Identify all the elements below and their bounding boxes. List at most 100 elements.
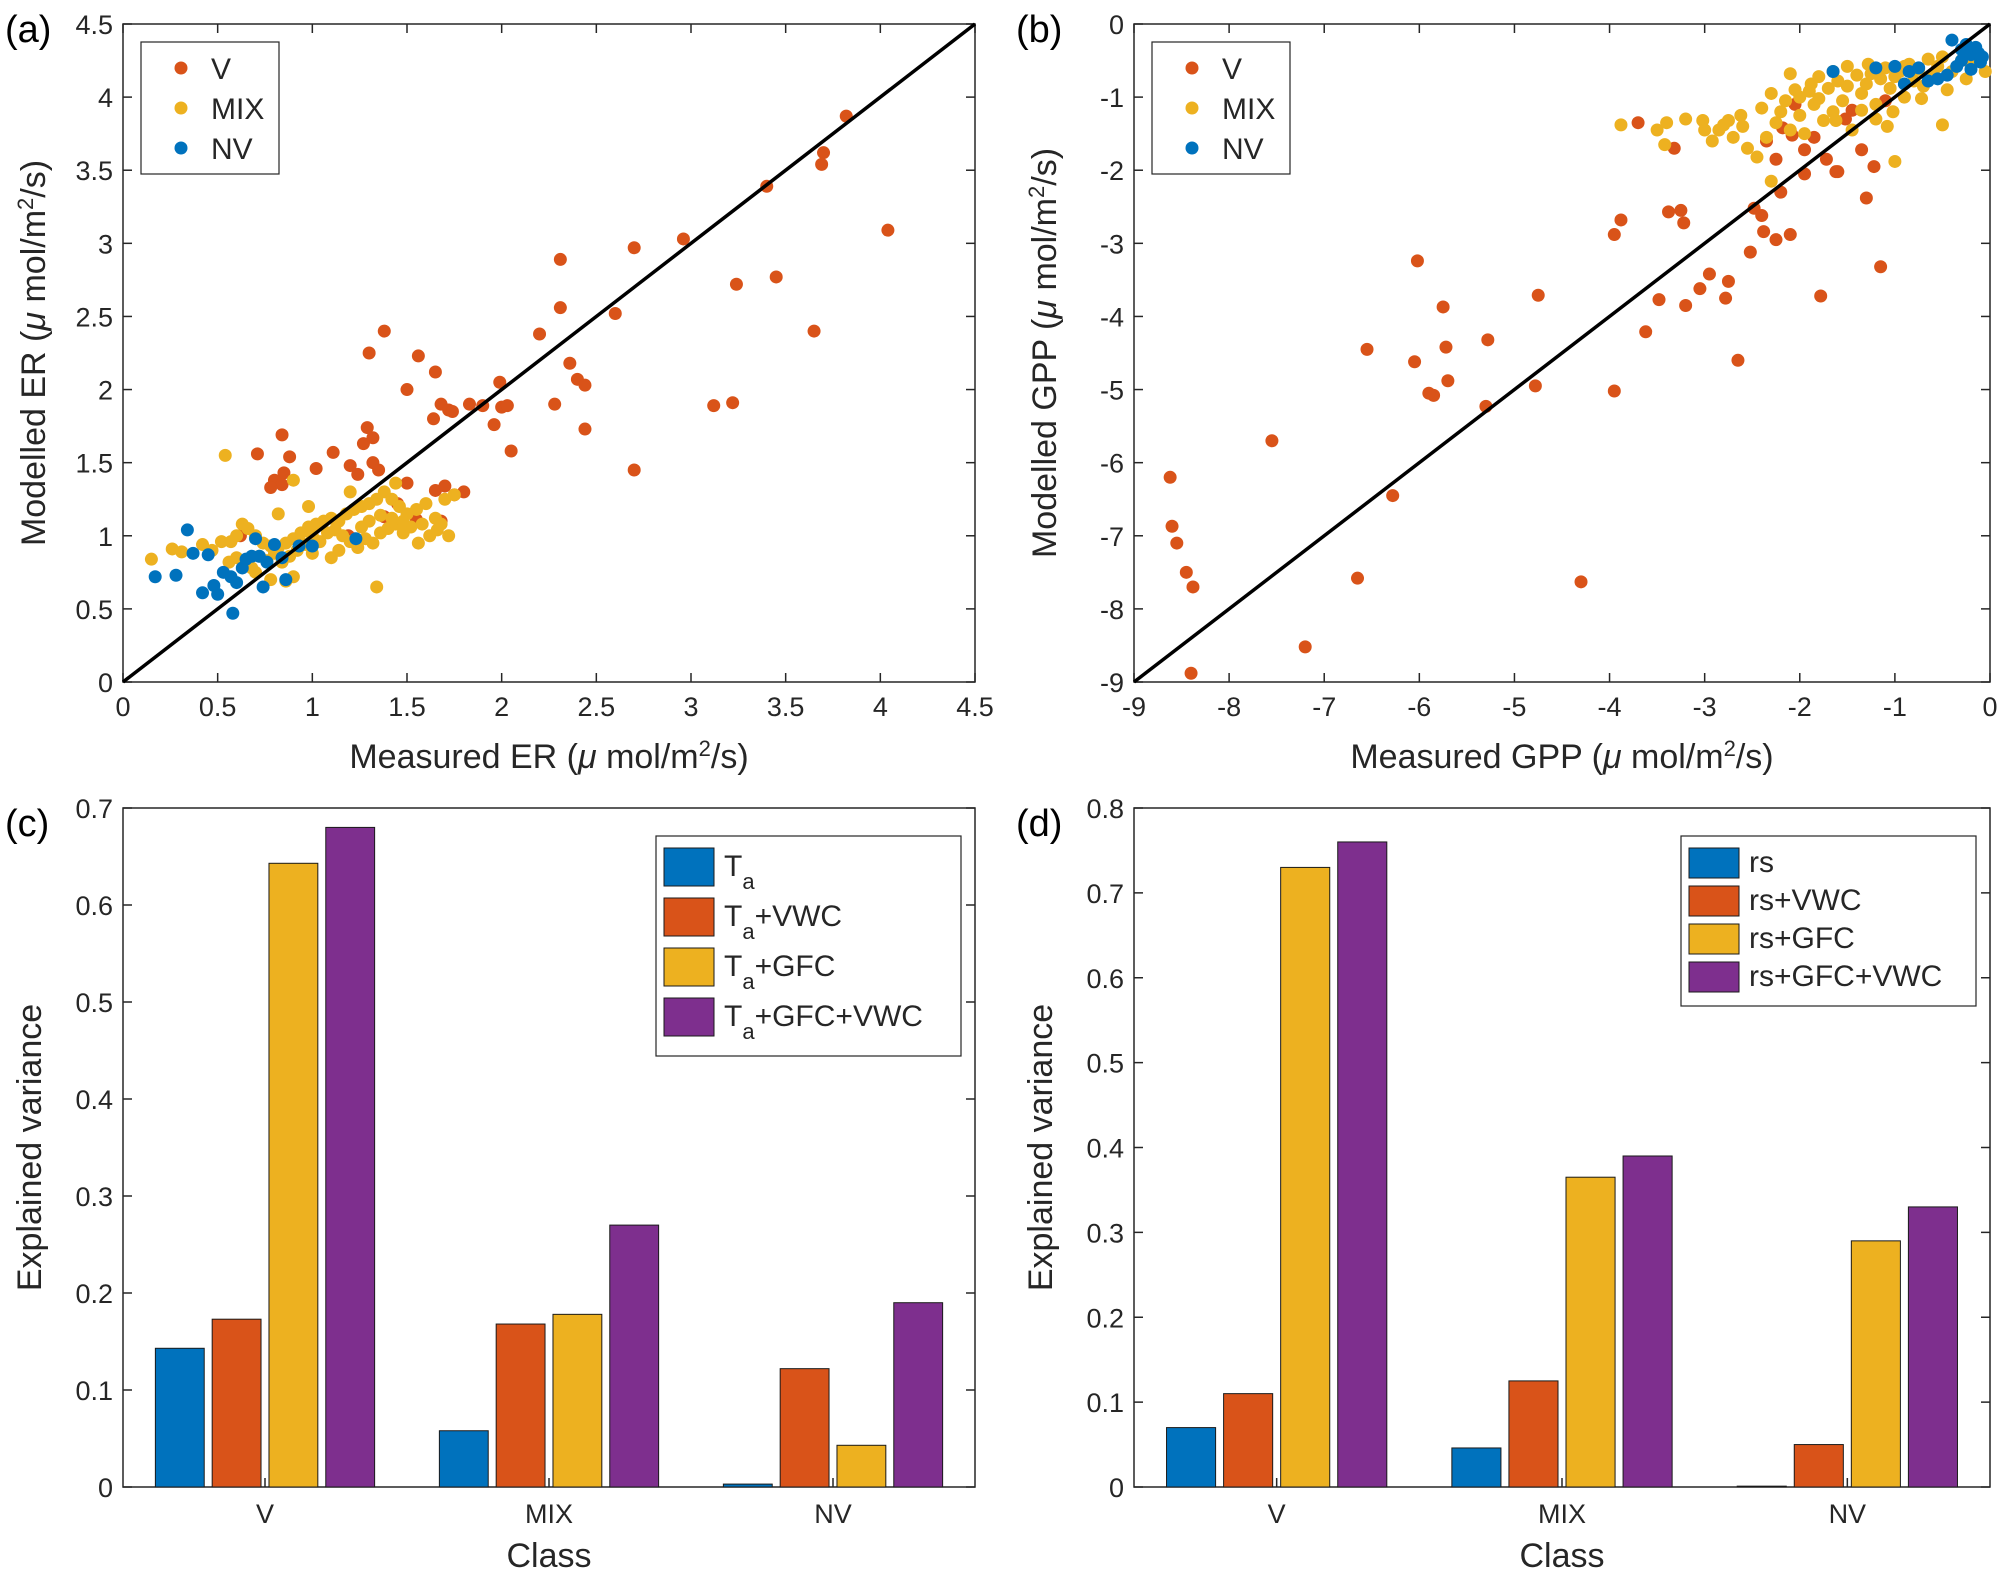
data-point-nv bbox=[226, 606, 240, 620]
legend-label-sub: a bbox=[742, 869, 755, 894]
data-point-mix bbox=[175, 545, 189, 559]
x-tick-label: 2 bbox=[494, 692, 509, 722]
data-point-v bbox=[1574, 575, 1588, 589]
bar-ta-vwc bbox=[779, 1368, 830, 1488]
data-point-mix bbox=[1698, 123, 1712, 137]
x-axis-label-unit: mol/m bbox=[1622, 738, 1724, 776]
data-point-mix bbox=[1829, 114, 1843, 128]
data-point-v bbox=[351, 467, 365, 481]
data-point-v bbox=[438, 479, 452, 493]
legend-label-nv: NV bbox=[1222, 133, 1264, 166]
data-point-v bbox=[1436, 300, 1450, 314]
data-point-v bbox=[1408, 355, 1422, 369]
data-point-v bbox=[817, 146, 831, 160]
y-axis-label-sup: 2 bbox=[13, 198, 38, 210]
legend-label-mix: MIX bbox=[1222, 93, 1275, 126]
bar-rs bbox=[1166, 1427, 1217, 1488]
y-tick-label: 0 bbox=[98, 668, 113, 698]
data-point-v bbox=[366, 431, 380, 445]
y-tick-label: 0 bbox=[98, 1473, 113, 1503]
legend-label: rs bbox=[1749, 846, 1774, 879]
data-point-v bbox=[377, 324, 391, 338]
x-axis-label-unit: mol/m bbox=[597, 738, 699, 776]
data-point-mix bbox=[1759, 130, 1773, 144]
data-point-mix bbox=[355, 520, 369, 534]
data-point-v bbox=[1731, 353, 1745, 367]
data-point-v bbox=[411, 349, 425, 363]
data-point-mix bbox=[1774, 105, 1788, 119]
data-point-v bbox=[627, 463, 641, 477]
x-axis-label-main: Measured GPP ( bbox=[1350, 738, 1603, 776]
data-point-mix bbox=[1793, 90, 1807, 104]
x-tick-label: -4 bbox=[1598, 692, 1622, 722]
legend-swatch bbox=[663, 897, 715, 937]
legend-label: Ta+VWC bbox=[724, 900, 842, 944]
y-tick-label: 3.5 bbox=[75, 156, 113, 186]
data-point-v bbox=[769, 270, 783, 284]
data-point-v bbox=[309, 462, 323, 476]
y-tick-label: 0.2 bbox=[75, 1279, 113, 1309]
bar-ta-gfc bbox=[552, 1313, 603, 1488]
legend-swatch bbox=[663, 847, 715, 887]
data-point-v bbox=[1719, 291, 1733, 305]
data-point-v bbox=[1819, 152, 1833, 166]
x-tick-label: 1.5 bbox=[388, 692, 426, 722]
legend-swatch bbox=[1688, 885, 1740, 917]
bar-ta-vwc bbox=[211, 1318, 262, 1488]
data-point-mix bbox=[1783, 123, 1797, 137]
x-axis-label: Measured ER (μ mol/m2/s) bbox=[349, 736, 748, 777]
data-point-v bbox=[428, 365, 442, 379]
data-point-v bbox=[487, 418, 501, 432]
y-tick-label: 0.8 bbox=[1086, 794, 1124, 824]
data-point-v bbox=[283, 450, 297, 464]
bar-rs-gfc-vwc bbox=[1907, 1206, 1958, 1488]
data-point-nv bbox=[196, 586, 210, 600]
x-tick-label: -7 bbox=[1312, 692, 1336, 722]
y-tick-label: -8 bbox=[1100, 595, 1124, 625]
data-point-mix bbox=[442, 529, 456, 543]
data-point-mix bbox=[1935, 118, 1949, 132]
legend-marker-mix bbox=[174, 101, 188, 115]
data-point-nv bbox=[1921, 74, 1935, 88]
y-tick-label: 0.2 bbox=[1086, 1303, 1124, 1333]
bar-rs bbox=[1736, 1485, 1787, 1488]
legend-label-nv: NV bbox=[211, 133, 253, 166]
y-tick-label: 0.6 bbox=[75, 891, 113, 921]
data-point-v bbox=[462, 397, 476, 411]
y-axis-label: Explained variance bbox=[11, 1004, 49, 1291]
data-point-v bbox=[1410, 254, 1424, 268]
data-point-nv bbox=[249, 532, 263, 546]
data-point-v bbox=[1755, 209, 1769, 223]
data-point-v bbox=[250, 447, 264, 461]
x-tick-label: 3 bbox=[683, 692, 698, 722]
data-point-v bbox=[1855, 143, 1869, 157]
legend-box bbox=[140, 41, 280, 175]
legend-label-base: rs+VWC bbox=[1749, 884, 1862, 917]
data-point-v bbox=[1798, 143, 1812, 157]
data-point-v bbox=[1179, 565, 1193, 579]
x-tick-label: 4.5 bbox=[956, 692, 994, 722]
data-point-mix bbox=[1798, 127, 1812, 141]
x-tick-label: 0.5 bbox=[199, 692, 237, 722]
data-point-mix bbox=[396, 514, 410, 528]
data-point-mix bbox=[1750, 150, 1764, 164]
y-tick-label: 4 bbox=[98, 83, 113, 113]
data-point-v bbox=[1743, 245, 1757, 259]
y-tick-label: 0 bbox=[1109, 10, 1124, 40]
x-tick-label: NV bbox=[814, 1499, 852, 1529]
y-axis-label-mu: μ bbox=[1026, 300, 1064, 320]
data-point-v bbox=[356, 437, 370, 451]
legend-swatch bbox=[663, 947, 715, 987]
data-point-v bbox=[608, 307, 622, 321]
data-point-v bbox=[362, 346, 376, 360]
legend-label-base: rs+GFC+VWC bbox=[1749, 960, 1942, 993]
data-point-mix bbox=[214, 535, 228, 549]
y-axis-label: Modelled ER (μ mol/m2/s) bbox=[13, 160, 54, 546]
data-point-v bbox=[1265, 434, 1279, 448]
data-point-mix bbox=[1764, 86, 1778, 100]
legend-label-sub: a bbox=[742, 1019, 755, 1044]
y-axis-label: Explained variance bbox=[1022, 1004, 1060, 1291]
x-axis-label-tail: /s) bbox=[1736, 738, 1774, 776]
data-point-v bbox=[1439, 340, 1453, 354]
data-point-v bbox=[553, 301, 567, 315]
